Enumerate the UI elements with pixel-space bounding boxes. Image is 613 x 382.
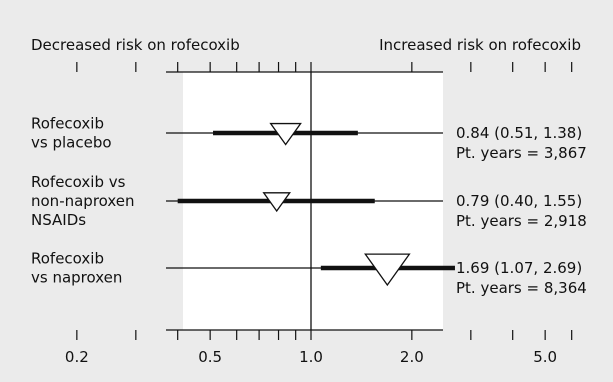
row-stat-1: 0.79 (0.40, 1.55) (456, 192, 582, 210)
row-label-2-line-0: Rofecoxib (31, 250, 104, 268)
row-label-2-line-1: vs naproxen (31, 269, 122, 287)
row-pt-years-0: Pt. years = 3,867 (456, 144, 587, 162)
x-tick-label-0: 0.2 (65, 348, 89, 366)
minor-ticks (76, 62, 573, 340)
row-stat-2: 1.69 (1.07, 2.69) (456, 259, 582, 277)
row-stat-0: 0.84 (0.51, 1.38) (456, 124, 582, 142)
x-tick-label-2: 1.0 (299, 348, 323, 366)
row-label-1-line-2: NSAIDs (31, 211, 86, 229)
estimate-marker-1 (262, 192, 291, 213)
estimate-marker-2 (364, 253, 411, 287)
row-pt-years-2: Pt. years = 8,364 (456, 279, 587, 297)
x-tick-label-3: 2.0 (400, 348, 424, 366)
row-label-0-line-1: vs placebo (31, 134, 112, 152)
estimate-marker-0 (269, 122, 302, 146)
x-tick-labels: 0.2 0.5 1.0 2.0 5.0 (65, 348, 557, 366)
x-tick-label-4: 5.0 (533, 348, 557, 366)
row-label-1-line-0: Rofecoxib vs (31, 173, 126, 191)
row-pt-years-1: Pt. years = 2,918 (456, 212, 587, 230)
right-header: Increased risk on rofecoxib (379, 36, 581, 54)
x-tick-label-1: 0.5 (198, 348, 222, 366)
row-label-1-line-1: non-naproxen (31, 192, 135, 210)
row-label-0-line-0: Rofecoxib (31, 115, 104, 133)
left-header: Decreased risk on rofecoxib (31, 36, 240, 54)
